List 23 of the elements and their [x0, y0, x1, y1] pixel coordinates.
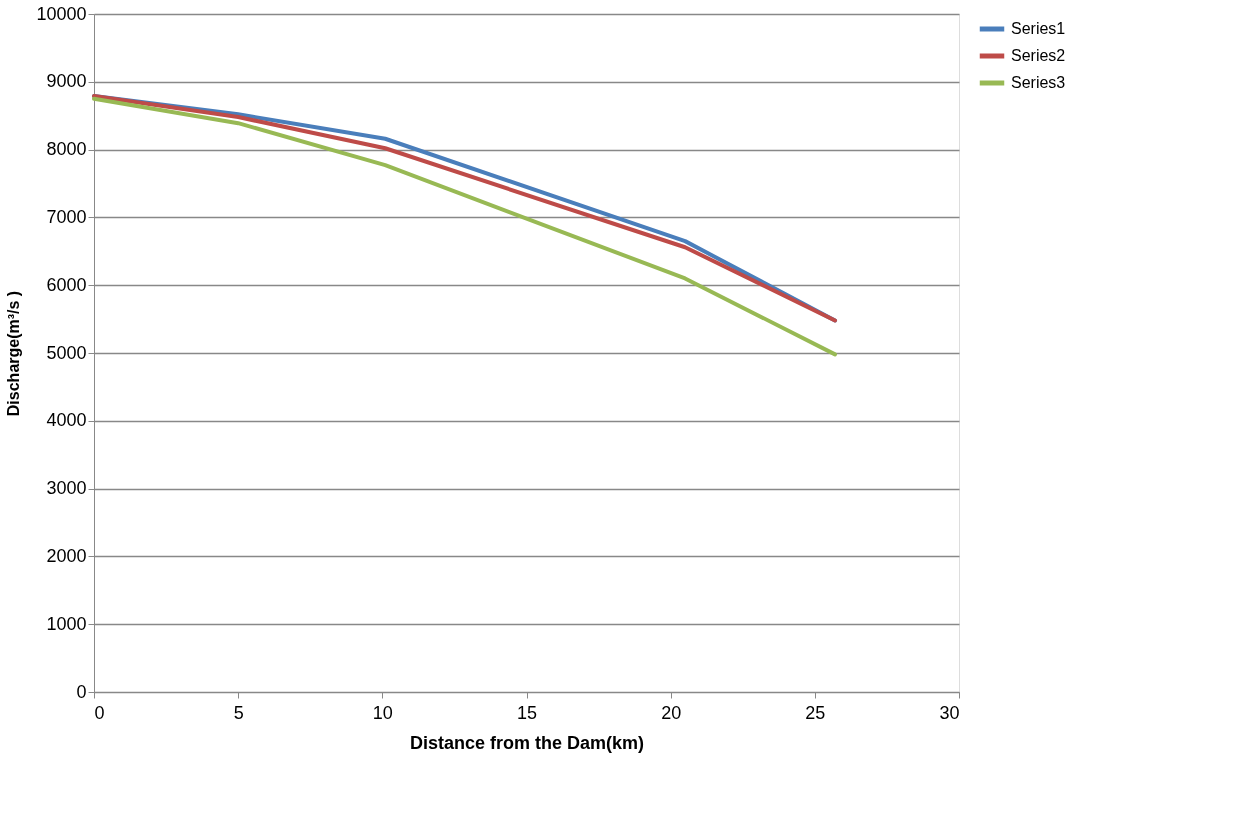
x-tick-label: 25 — [805, 702, 826, 723]
y-tick-label: 10000 — [36, 3, 87, 24]
y-tick-label: 8000 — [46, 139, 87, 160]
legend-label: Series3 — [1011, 74, 1066, 91]
y-tick-label: 2000 — [46, 545, 87, 566]
x-tick-label: 10 — [372, 702, 393, 723]
x-tick-label: 0 — [94, 702, 105, 723]
y-tick-label: 3000 — [46, 478, 87, 499]
legend-label: Series1 — [1011, 20, 1066, 37]
y-tick-label: 5000 — [46, 342, 87, 363]
y-tick-label: 4000 — [46, 410, 87, 431]
y-tick-label: 7000 — [46, 206, 87, 227]
x-tick-label: 20 — [661, 702, 682, 723]
y-tick-label: 1000 — [46, 613, 87, 634]
y-tick-label: 0 — [76, 681, 87, 702]
x-tick-label: 15 — [516, 702, 538, 723]
legend-label: Series2 — [1011, 47, 1066, 64]
x-axis-title: Distance from the Dam(km) — [409, 732, 645, 753]
y-axis-title: Discharge(m³/s ) — [5, 290, 23, 417]
y-tick-label: 6000 — [46, 274, 87, 295]
x-tick-label: 5 — [233, 702, 244, 723]
x-tick-label: 30 — [939, 702, 960, 723]
y-tick-label: 9000 — [46, 71, 87, 92]
